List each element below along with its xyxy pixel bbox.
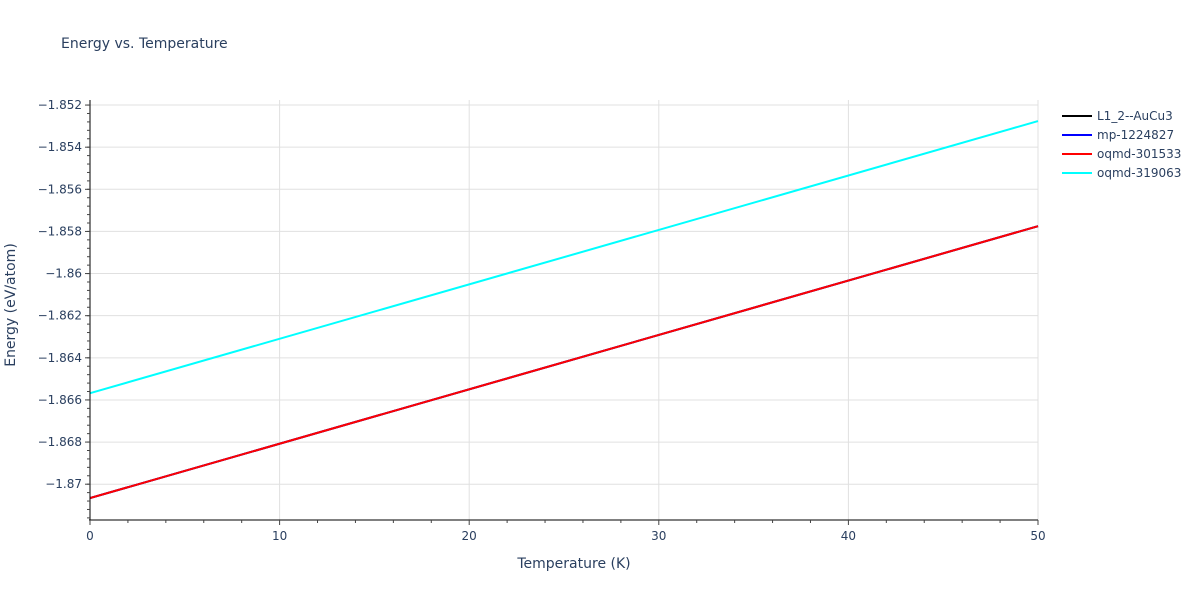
y-axis-title: Energy (eV/atom) [3,243,19,367]
legend-item[interactable]: L1_2--AuCu3 [1062,106,1181,125]
y-tick-label: −1.868 [38,435,82,449]
legend-line-swatch-icon [1062,114,1092,117]
y-tick-label: −1.862 [38,309,82,323]
legend-label: oqmd-301533 [1097,146,1182,161]
x-axis-title: Temperature (K) [516,556,630,572]
legend: L1_2--AuCu3 mp-1224827 oqmd-301533 oqmd-319… [1062,106,1181,182]
legend-line-swatch-icon [1062,171,1092,174]
x-tick-label: 30 [651,529,666,543]
series-line-oqmd-301533[interactable] [89,225,1039,500]
y-tick-label: −1.856 [38,182,82,196]
legend-item[interactable]: oqmd-301533 [1062,144,1181,163]
y-tick-label: −1.858 [38,224,82,238]
legend-line-swatch-icon [1062,133,1092,136]
x-tick-label: 0 [86,529,94,543]
series-line-oqmd-319063[interactable] [89,120,1039,395]
chart-title: Energy vs. Temperature [61,36,228,52]
x-tick-label: 40 [841,529,856,543]
y-tick-label: −1.864 [38,351,82,365]
legend-item[interactable]: mp-1224827 [1062,125,1181,144]
y-tick-label: −1.854 [38,140,82,154]
y-tick-label: −1.86 [45,267,82,281]
legend-label: oqmd-319063 [1097,165,1182,180]
y-tick-label: −1.852 [38,98,82,112]
x-tick-label: 20 [462,529,477,543]
legend-item[interactable]: oqmd-319063 [1062,163,1181,182]
y-tick-label: −1.866 [38,393,82,407]
legend-label: mp-1224827 [1097,127,1175,142]
legend-line-swatch-icon [1062,152,1092,155]
y-tick-label: −1.87 [45,477,82,491]
x-tick-label: 10 [272,529,287,543]
x-tick-label: 50 [1030,529,1045,543]
legend-label: L1_2--AuCu3 [1097,108,1173,123]
